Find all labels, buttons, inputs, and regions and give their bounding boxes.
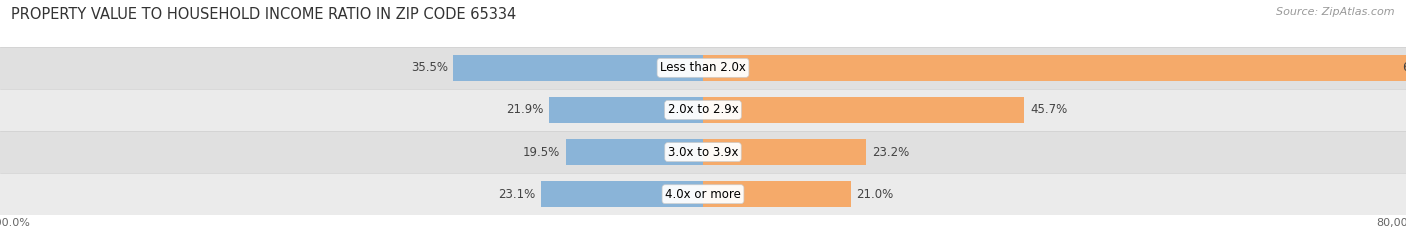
Bar [703,55,1406,81]
Text: 4.0x or more: 4.0x or more [665,188,741,201]
Bar [453,55,703,81]
Text: 21.0%: 21.0% [856,188,893,201]
Text: 21.9%: 21.9% [506,103,544,117]
Text: 2.0x to 2.9x: 2.0x to 2.9x [668,103,738,117]
Text: PROPERTY VALUE TO HOUSEHOLD INCOME RATIO IN ZIP CODE 65334: PROPERTY VALUE TO HOUSEHOLD INCOME RATIO… [11,7,516,22]
Bar [0,47,1406,89]
Text: 45.7%: 45.7% [1029,103,1067,117]
Text: 23.1%: 23.1% [498,188,534,201]
Bar [565,139,703,165]
Bar [548,97,703,123]
Text: 35.5%: 35.5% [411,61,449,74]
Bar [703,97,1024,123]
Bar [0,89,1406,131]
Text: Less than 2.0x: Less than 2.0x [659,61,747,74]
Text: 67,230.4%: 67,230.4% [1403,61,1406,74]
Text: Source: ZipAtlas.com: Source: ZipAtlas.com [1277,7,1395,17]
Bar [0,173,1406,215]
Bar [0,131,1406,173]
Text: 19.5%: 19.5% [523,146,560,159]
Bar [703,139,866,165]
Bar [703,181,851,207]
Text: 3.0x to 3.9x: 3.0x to 3.9x [668,146,738,159]
Text: 23.2%: 23.2% [872,146,908,159]
Bar [540,181,703,207]
